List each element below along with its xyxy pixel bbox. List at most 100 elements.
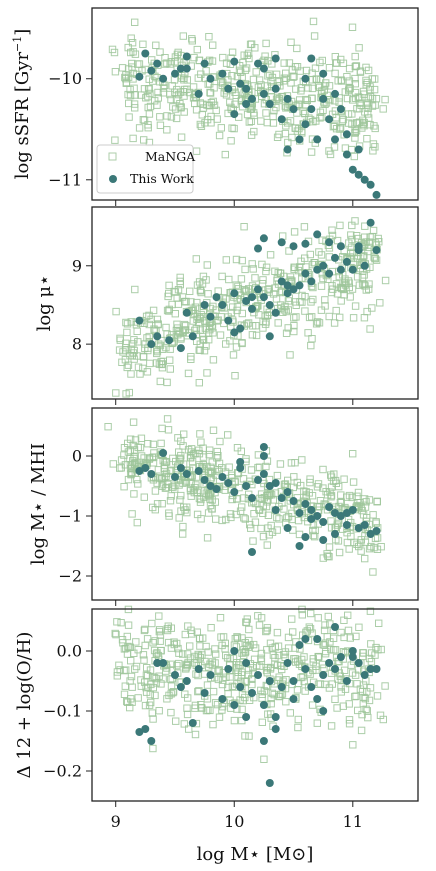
this-work-point: [283, 659, 292, 667]
manga-point: [270, 690, 278, 699]
manga-point: [219, 79, 227, 87]
manga-point: [245, 118, 254, 126]
manga-point: [340, 475, 348, 483]
manga-point: [158, 345, 167, 354]
manga-point: [142, 94, 150, 102]
manga-point: [309, 295, 317, 304]
manga-point: [345, 545, 353, 553]
manga-point: [179, 32, 188, 40]
manga-point: [119, 348, 127, 356]
this-work-point: [147, 66, 156, 75]
manga-point: [158, 424, 166, 433]
manga-point: [301, 307, 309, 315]
manga-point: [196, 653, 205, 662]
manga-point: [251, 274, 259, 282]
ytick-label: −0.1: [43, 702, 82, 721]
manga-point: [331, 646, 340, 654]
manga-point: [209, 356, 218, 364]
manga-point: [191, 449, 200, 458]
manga-point: [222, 651, 230, 660]
manga-point: [360, 314, 369, 322]
this-work-point: [265, 779, 274, 787]
manga-point: [180, 720, 189, 728]
this-work-point: [277, 683, 286, 691]
manga-point: [148, 56, 156, 64]
this-work-point: [259, 470, 268, 478]
manga-point: [370, 122, 378, 130]
manga-point: [300, 653, 308, 661]
manga-point: [240, 514, 248, 522]
manga-point: [240, 651, 248, 660]
manga-point: [162, 323, 170, 332]
manga-point: [361, 222, 369, 230]
manga-point: [196, 99, 205, 107]
manga-point: [344, 626, 353, 635]
manga-point: [281, 102, 290, 110]
manga-point: [255, 311, 263, 319]
manga-point: [218, 680, 227, 689]
manga-point: [316, 108, 325, 116]
manga-point: [126, 703, 134, 712]
manga-point: [257, 524, 265, 533]
manga-point: [111, 68, 120, 76]
manga-point: [369, 511, 377, 519]
manga-point: [140, 85, 149, 93]
manga-point: [327, 517, 335, 525]
manga-point: [340, 666, 349, 674]
this-work-point: [194, 89, 203, 98]
manga-point: [360, 118, 368, 127]
manga-point: [325, 64, 334, 72]
manga-point: [120, 690, 129, 698]
manga-point: [324, 552, 332, 560]
manga-point: [365, 654, 374, 663]
manga-point: [140, 656, 148, 664]
manga-point: [173, 85, 181, 94]
manga-point: [308, 94, 316, 103]
this-work-point: [325, 659, 334, 667]
manga-point: [126, 454, 134, 463]
this-work-point: [271, 725, 280, 733]
this-work-point: [307, 105, 316, 114]
this-work-point: [372, 190, 381, 199]
manga-point: [315, 248, 323, 256]
this-work-point: [325, 115, 334, 124]
manga-point: [218, 272, 226, 281]
manga-point: [335, 98, 343, 106]
legend-box: [96, 144, 194, 194]
manga-point: [361, 554, 369, 563]
manga-point: [240, 223, 248, 231]
manga-point: [298, 298, 306, 306]
manga-point: [111, 136, 119, 144]
manga-point: [154, 88, 162, 97]
manga-point: [270, 107, 278, 115]
this-work-point: [135, 467, 144, 475]
manga-point: [337, 688, 346, 696]
this-work-point: [271, 506, 280, 514]
this-work-point: [295, 641, 304, 649]
this-work-point: [218, 473, 227, 481]
manga-point: [195, 379, 204, 387]
manga-point: [151, 691, 159, 700]
manga-point: [179, 328, 188, 336]
manga-point: [202, 642, 210, 651]
manga-point: [193, 45, 202, 54]
manga-point: [129, 69, 137, 78]
manga-point: [198, 111, 207, 119]
manga-point: [304, 329, 312, 337]
this-work-point: [307, 277, 316, 286]
manga-point: [205, 336, 213, 344]
this-work-point: [277, 238, 286, 247]
manga-point: [180, 76, 188, 84]
manga-point: [366, 684, 375, 692]
manga-point: [362, 286, 371, 294]
this-work-point: [194, 665, 203, 673]
axes-frame-ssfr: [91, 7, 419, 201]
manga-point: [310, 32, 319, 40]
manga-point: [257, 117, 265, 125]
manga-point: [263, 457, 272, 465]
manga-point: [192, 255, 201, 263]
manga-point: [220, 89, 228, 97]
manga-point: [197, 288, 205, 297]
this-work-point: [248, 304, 256, 313]
manga-point: [194, 652, 203, 660]
